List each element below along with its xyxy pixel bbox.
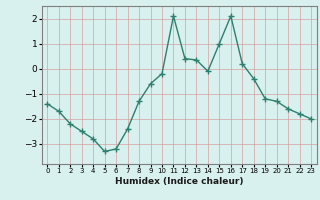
X-axis label: Humidex (Indice chaleur): Humidex (Indice chaleur) (115, 177, 244, 186)
